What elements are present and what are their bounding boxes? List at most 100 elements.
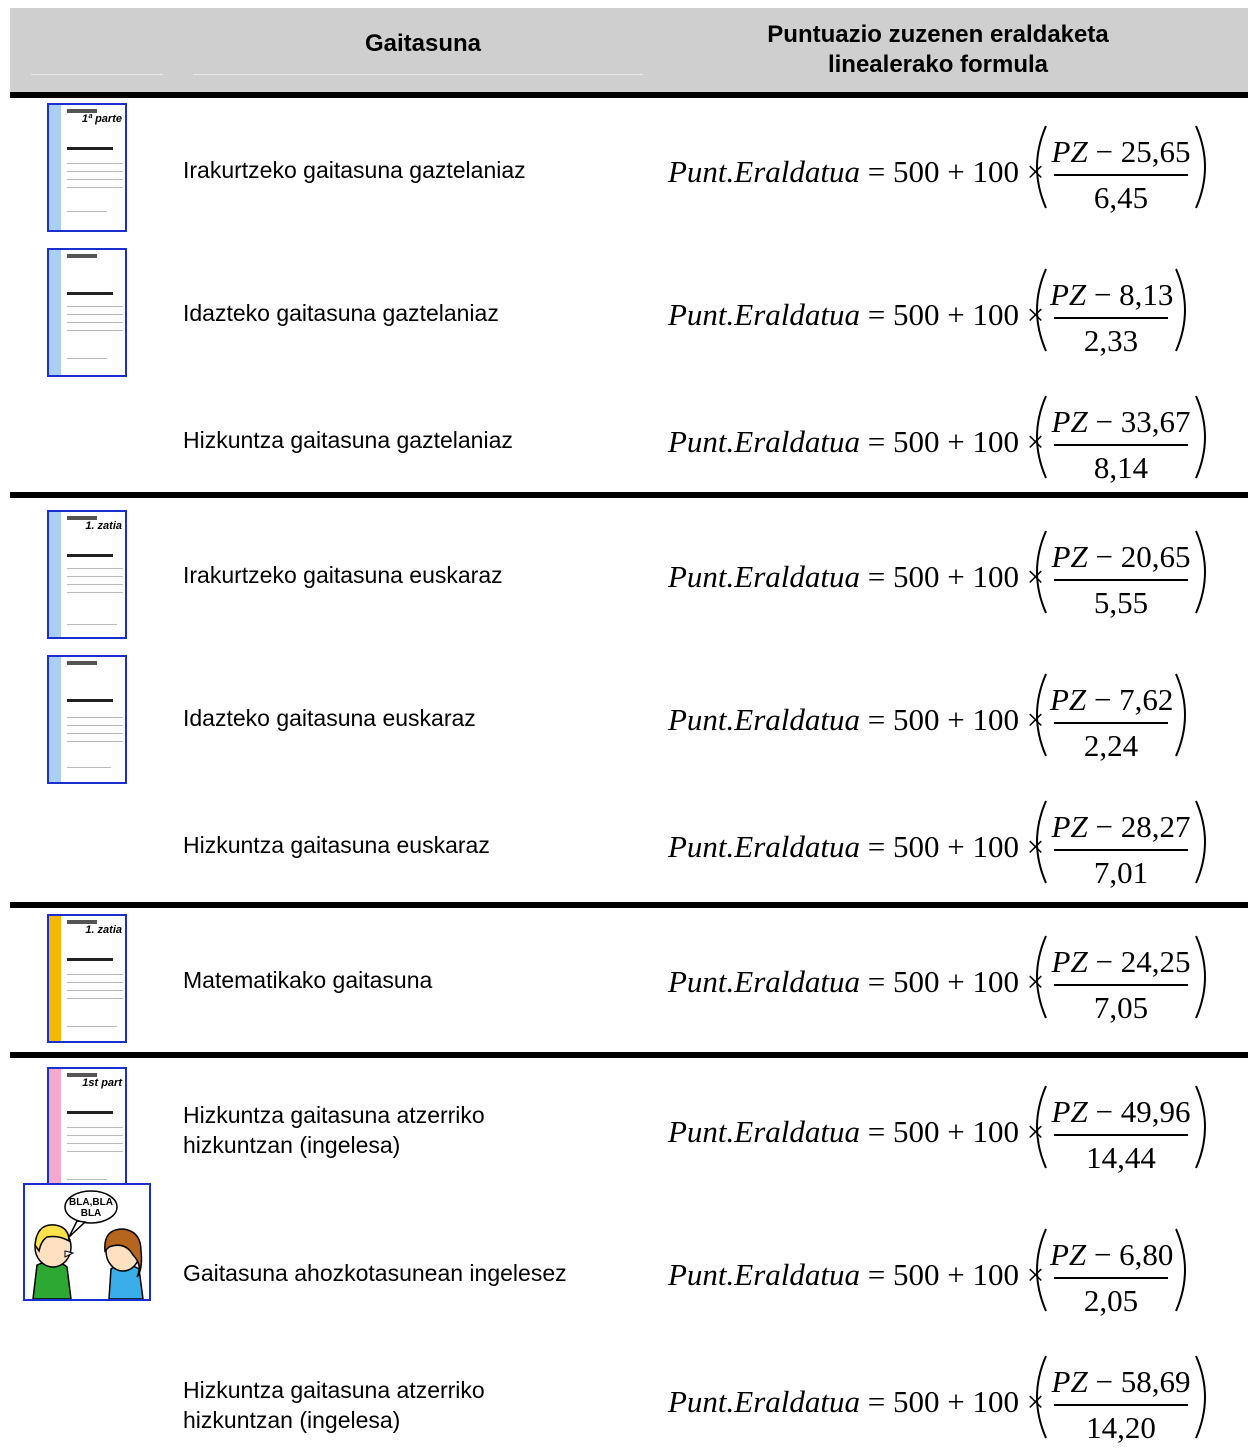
fraction: PZ − 7,62 2,24 bbox=[1050, 670, 1173, 770]
fraction: PZ − 20,65 5,55 bbox=[1050, 527, 1192, 627]
fraction-numerator: PZ − 33,67 bbox=[1050, 404, 1192, 440]
booklet-heading bbox=[67, 554, 113, 557]
fraction-numerator: PZ − 20,65 bbox=[1050, 539, 1192, 575]
booklet-line bbox=[67, 982, 123, 983]
booklet-thumbnail-english: 1st part bbox=[47, 1067, 127, 1196]
formula-lhs-var: Punt.Eraldatua bbox=[668, 1384, 861, 1419]
booklet-spine bbox=[49, 1069, 61, 1194]
booklet-heading bbox=[67, 147, 113, 150]
formula-minus: − bbox=[1087, 539, 1121, 574]
booklet-line bbox=[67, 624, 117, 625]
booklet-line bbox=[67, 592, 123, 593]
logo-icon bbox=[67, 1073, 97, 1077]
formula-mean: 20,65 bbox=[1120, 539, 1191, 574]
formula-minus: − bbox=[1086, 1237, 1120, 1272]
booklet-line bbox=[67, 330, 123, 331]
formula-lhs-var: Punt.Eraldatua bbox=[668, 829, 861, 864]
fraction-denominator: 14,20 bbox=[1086, 1410, 1156, 1445]
formula-num-var: PZ bbox=[1050, 1237, 1087, 1272]
formula-lhs-rest: = 500 + 100 × bbox=[860, 297, 1045, 332]
fraction-bar bbox=[1054, 1404, 1188, 1406]
booklet-line bbox=[67, 171, 123, 172]
formula-lhs: Punt.Eraldatua = 500 + 100 × bbox=[668, 964, 1044, 1000]
formula-minus: − bbox=[1087, 1364, 1121, 1399]
fraction-numerator: PZ − 49,96 bbox=[1050, 1094, 1192, 1130]
right-paren bbox=[1195, 935, 1206, 1019]
fraction-denominator: 2,24 bbox=[1083, 728, 1139, 763]
row-label-line2: hizkuntzan (ingelesa) bbox=[183, 1132, 401, 1158]
fraction-denominator: 2,33 bbox=[1083, 323, 1139, 358]
formula: Punt.Eraldatua = 500 + 100 × PZ − 28,27 7,… bbox=[668, 797, 1248, 897]
fraction-bar bbox=[1054, 174, 1188, 176]
booklet-heading bbox=[67, 1111, 113, 1114]
formula-num-var: PZ bbox=[1051, 1364, 1088, 1399]
formula-lhs: Punt.Eraldatua = 500 + 100 × bbox=[668, 1114, 1044, 1150]
section-separator bbox=[10, 492, 1248, 498]
formula-mean: 6,80 bbox=[1119, 1237, 1174, 1272]
right-paren bbox=[1195, 530, 1206, 614]
formula-lhs-rest: = 500 + 100 × bbox=[860, 154, 1045, 189]
left-paren bbox=[1036, 673, 1047, 757]
fraction: PZ − 58,69 14,20 bbox=[1050, 1352, 1192, 1452]
row-label: Gaitasuna ahozkotasunean ingelesez bbox=[183, 1260, 567, 1286]
row-label: Irakurtzeko gaitasuna euskaraz bbox=[183, 562, 503, 588]
fraction-numerator: PZ − 8,13 bbox=[1050, 277, 1173, 313]
formula-lhs-rest: = 500 + 100 × bbox=[860, 1384, 1045, 1419]
fraction-numerator: PZ − 25,65 bbox=[1050, 134, 1192, 170]
booklet-spine bbox=[49, 512, 61, 637]
booklet-heading bbox=[67, 292, 113, 295]
section-separator bbox=[10, 1052, 1248, 1058]
right-paren bbox=[1195, 800, 1206, 884]
column-header-formula-line2: linealerako formula bbox=[827, 51, 1049, 78]
formula-mean: 49,96 bbox=[1120, 1094, 1191, 1129]
formula: Punt.Eraldatua = 500 + 100 × PZ − 24,25 7,… bbox=[668, 932, 1248, 1032]
formula-mean: 24,25 bbox=[1120, 944, 1191, 979]
fraction-denominator: 8,14 bbox=[1093, 450, 1149, 485]
formula-lhs: Punt.Eraldatua = 500 + 100 × bbox=[668, 559, 1044, 595]
formula-lhs-var: Punt.Eraldatua bbox=[668, 964, 861, 999]
formula-num-var: PZ bbox=[1051, 134, 1088, 169]
left-paren bbox=[1036, 268, 1047, 352]
formula-minus: − bbox=[1087, 809, 1121, 844]
booklet-thumbnail-basque-reading: 1. zatia bbox=[47, 510, 127, 639]
left-paren bbox=[1036, 935, 1047, 1019]
section-separator bbox=[10, 92, 1248, 98]
fraction-numerator: PZ − 28,27 bbox=[1050, 809, 1192, 845]
formula-lhs: Punt.Eraldatua = 500 + 100 × bbox=[668, 154, 1044, 190]
booklet-title: 1. zatia bbox=[85, 520, 122, 532]
speech-bubble-line2: BLA bbox=[81, 1208, 102, 1219]
formula-minus: − bbox=[1087, 134, 1121, 169]
formula-lhs: Punt.Eraldatua = 500 + 100 × bbox=[668, 1384, 1044, 1420]
fraction-denominator: 7,05 bbox=[1093, 990, 1149, 1025]
booklet-line bbox=[67, 1143, 123, 1144]
fraction-denominator: 6,45 bbox=[1093, 180, 1149, 215]
fraction-bar bbox=[1054, 444, 1188, 446]
fraction-denominator: 5,55 bbox=[1093, 585, 1149, 620]
formula-lhs-rest: = 500 + 100 × bbox=[860, 1257, 1045, 1292]
formula-minus: − bbox=[1086, 682, 1120, 717]
formula-lhs-rest: = 500 + 100 × bbox=[860, 559, 1045, 594]
fraction: PZ − 6,80 2,05 bbox=[1050, 1225, 1174, 1325]
right-paren bbox=[1195, 1085, 1206, 1169]
formula: Punt.Eraldatua = 500 + 100 × PZ − 20,65 5,… bbox=[668, 527, 1248, 627]
table-header bbox=[10, 8, 1248, 93]
formula-lhs: Punt.Eraldatua = 500 + 100 × bbox=[668, 829, 1044, 865]
fraction-bar bbox=[1054, 1134, 1188, 1136]
booklet-spine bbox=[49, 250, 61, 375]
fraction: PZ − 49,96 14,44 bbox=[1050, 1082, 1192, 1182]
two-people-talking-icon: BLA,BLA BLA bbox=[32, 1190, 144, 1300]
booklet-line bbox=[67, 990, 123, 991]
formula: Punt.Eraldatua = 500 + 100 × PZ − 6,80 2,0… bbox=[668, 1225, 1248, 1325]
booklet-thumbnail-math: 1. zatia bbox=[47, 914, 127, 1043]
formula-lhs-var: Punt.Eraldatua bbox=[668, 1257, 861, 1292]
formula-lhs-rest: = 500 + 100 × bbox=[860, 424, 1045, 459]
formula-lhs-rest: = 500 + 100 × bbox=[860, 702, 1045, 737]
row-label-line2: hizkuntzan (ingelesa) bbox=[183, 1407, 401, 1433]
column-header-formula: Puntuazio zuzenen eraldaketa linealerako… bbox=[708, 20, 1168, 80]
right-paren bbox=[1175, 673, 1186, 757]
booklet-line bbox=[67, 1026, 117, 1027]
booklet-line bbox=[67, 725, 123, 726]
speaking-illustration: BLA,BLA BLA bbox=[23, 1183, 151, 1301]
formula-lhs: Punt.Eraldatua = 500 + 100 × bbox=[668, 1257, 1044, 1293]
row-label-line1: Hizkuntza gaitasuna atzerriko bbox=[183, 1102, 485, 1128]
